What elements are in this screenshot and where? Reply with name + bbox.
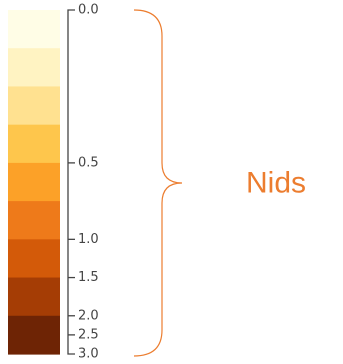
color-bins <box>8 10 60 355</box>
color-bin <box>8 86 60 125</box>
color-bin <box>8 201 60 240</box>
color-bin <box>8 125 60 164</box>
nids-label: Nids <box>246 167 306 200</box>
curly-bracket <box>134 10 182 356</box>
scale-axis-line <box>68 10 75 354</box>
color-bin <box>8 163 60 202</box>
tick-label: 0.0 <box>78 3 99 18</box>
tick-label: 3.0 <box>78 347 99 362</box>
scale-axis <box>68 10 75 354</box>
color-bin <box>8 239 60 278</box>
tick-label: 1.5 <box>78 270 99 285</box>
scale-ticks: 0.0 0.5 1.0 1.5 2.0 2.5 3.0 <box>68 3 99 362</box>
tick-label: 2.5 <box>78 327 99 342</box>
tick-label: 1.0 <box>78 232 99 247</box>
color-bin <box>8 48 60 87</box>
color-bin <box>8 10 60 49</box>
tick-label: 2.0 <box>78 308 99 323</box>
tick-label: 0.5 <box>78 155 99 170</box>
color-bin <box>8 316 60 355</box>
color-bin <box>8 278 60 317</box>
